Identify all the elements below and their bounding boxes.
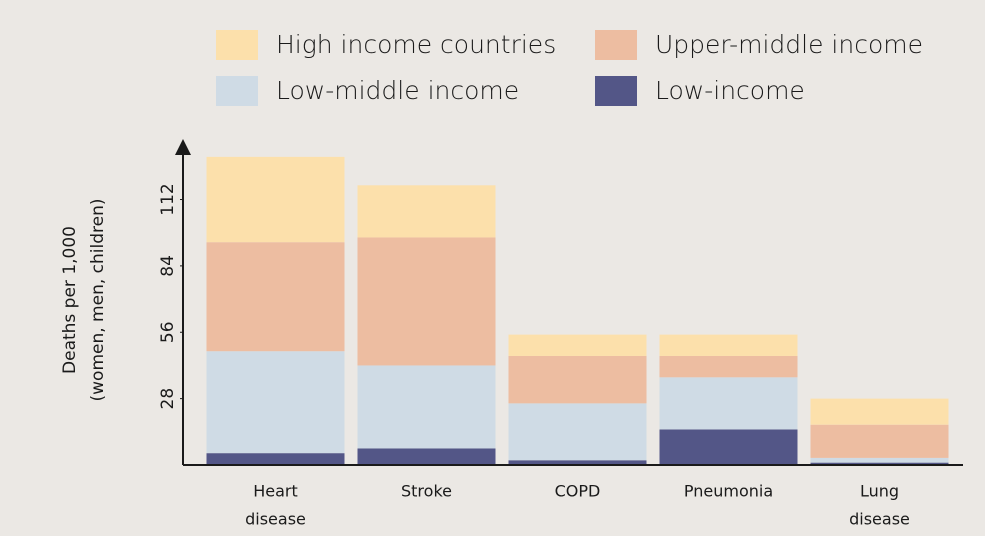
- bar-segment: [508, 403, 647, 461]
- y-tick-label: 84: [158, 255, 178, 277]
- x-tick-label: Heart: [253, 482, 298, 501]
- bar-segment: [659, 429, 798, 465]
- bar-segment: [810, 457, 949, 463]
- bar-segment: [810, 398, 949, 425]
- y-tick-label: 112: [158, 183, 178, 215]
- bar-segment: [206, 156, 345, 243]
- legend-swatch: [216, 76, 258, 106]
- y-tick-label: 56: [158, 321, 178, 343]
- y-axis-label: Deaths per 1,000: [60, 226, 80, 374]
- bar-segment: [508, 355, 647, 404]
- y-tick-label: 28: [158, 388, 178, 410]
- bar-segment: [206, 242, 345, 352]
- bar-segment: [357, 185, 496, 238]
- bar-segment: [206, 351, 345, 454]
- legend-label: Upper-middle income: [655, 30, 923, 59]
- legend-swatch: [216, 30, 258, 60]
- bar-segment: [357, 448, 496, 465]
- x-tick-label: disease: [849, 510, 910, 529]
- x-tick-label: Lung: [860, 482, 899, 501]
- legend-swatch: [595, 76, 637, 106]
- y-axis-label: (women, men, children): [88, 199, 108, 402]
- x-tick-label: COPD: [555, 482, 601, 501]
- bar-segment: [508, 334, 647, 356]
- bar-segment: [659, 377, 798, 430]
- bar-segment: [206, 453, 345, 465]
- bar-segment: [810, 462, 949, 465]
- bar-segment: [357, 365, 496, 449]
- legend-label: Low-middle income: [276, 76, 519, 105]
- bar-segment: [357, 237, 496, 366]
- x-tick-label: disease: [245, 510, 306, 529]
- x-tick-label: Stroke: [401, 482, 452, 501]
- bar-segment: [810, 424, 949, 458]
- y-axis-arrow: [175, 139, 191, 155]
- bar-segment: [659, 355, 798, 378]
- bar-segment: [659, 334, 798, 356]
- legend-label: High income countries: [276, 30, 556, 59]
- legend-label: Low-income: [655, 76, 805, 105]
- x-tick-label: Pneumonia: [684, 482, 773, 501]
- bar-segment: [508, 460, 647, 465]
- legend-swatch: [595, 30, 637, 60]
